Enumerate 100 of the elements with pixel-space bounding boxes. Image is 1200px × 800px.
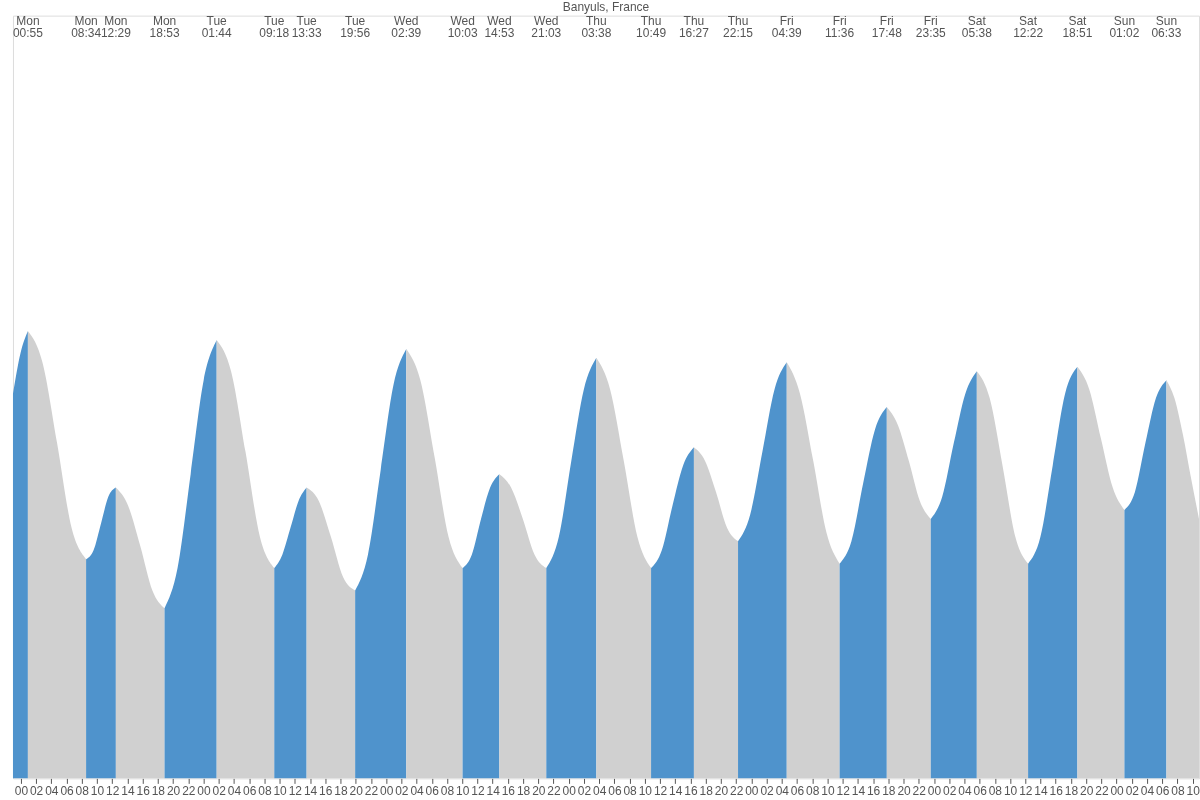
x-tick-label: 06 [243,783,257,798]
x-tick-label: 02 [395,783,409,798]
x-tick-label: 00 [14,783,29,798]
x-tick-label: 12 [653,783,668,798]
x-tick-label: 00 [562,783,577,798]
x-tick-label: 22 [182,783,196,798]
text: Wed 10:03 [447,13,478,40]
x-tick-label: 10 [821,783,835,798]
x-tick-label: 06 [1156,783,1170,798]
x-tick-label: 08 [440,783,455,798]
x-tick-label: 16 [319,783,333,798]
text: Tue 13:33 [291,13,322,40]
x-tick-label: 18 [882,783,896,798]
text: Sun 01:02 [1109,13,1140,40]
x-tick-label: 04 [45,783,59,798]
text: Fri 11:36 [825,13,855,40]
x-tick-label: 00 [1110,783,1125,798]
text: Wed 02:39 [391,13,422,40]
x-tick-label: 14 [1034,783,1048,798]
x-tick-label: 12 [288,783,303,798]
x-tick-label: 00 [745,783,759,798]
text: Sat 18:51 [1062,13,1093,40]
x-tick-label: 08 [75,783,90,798]
text: Fri 04:39 [771,13,803,40]
x-tick-label: 22 [547,783,562,798]
x-tick-label: 10 [273,783,288,798]
x-tick-label: 22 [912,783,927,798]
x-tick-label: 10 [1003,783,1018,798]
text: Thu 10:49 [636,13,667,40]
x-tick-label: 20 [532,783,546,798]
x-tick-label: 12 [106,783,120,798]
x-tick-label: 10 [456,783,470,798]
text: Tue 19:56 [340,13,371,40]
x-tick-label: 16 [136,783,151,798]
x-tick-label: 08 [623,783,638,798]
x-tick-label: 02 [760,783,775,798]
x-tick-label: 04 [775,783,790,798]
x-tick-label: 00 [379,783,394,798]
x-tick-label: 18 [1064,783,1079,798]
x-tick-label: 02 [943,783,957,798]
x-tick-label: 08 [988,783,1003,798]
text: Thu 16:27 [678,13,710,40]
text: Sat 05:38 [961,13,993,40]
x-tick-label: 18 [699,783,714,798]
text: Tue 01:44 [201,13,232,40]
chart-title: Banyuls, France [562,0,650,14]
x-tick-label: 20 [897,783,912,798]
x-tick-label: 16 [1049,783,1064,798]
x-tick-label: 00 [927,783,942,798]
x-tick-label: 16 [501,783,516,798]
text: Sat 12:22 [1013,13,1044,40]
x-tick-label: 06 [608,783,622,798]
x-tick-label: 10 [1186,783,1200,798]
x-tick-label: 12 [836,783,851,798]
x-tick-label: 20 [1079,783,1094,798]
text: Thu 03:38 [581,13,612,40]
text: Sun 06:33 [1151,13,1182,40]
text: Mon 08:34 [71,13,102,40]
text: Thu 22:15 [723,13,754,40]
text: Mon 18:53 [149,13,180,40]
x-tick-label: 04 [593,783,607,798]
text: Wed 21:03 [531,13,562,40]
x-tick-label: 02 [212,783,227,798]
text: Mon 12:29 [100,13,132,40]
x-tick-label: 14 [669,783,683,798]
x-tick-label: 22 [364,783,379,798]
x-tick-label: 00 [197,783,211,798]
x-tick-label: 06 [790,783,805,798]
x-tick-label: 02 [29,783,44,798]
x-tick-label: 14 [851,783,866,798]
x-tick-label: 10 [90,783,105,798]
text: Tue 09:18 [259,13,290,40]
x-tick-label: 02 [577,783,592,798]
x-tick-label: 14 [303,783,318,798]
x-tick-label: 06 [60,783,75,798]
x-tick-label: 16 [866,783,881,798]
x-tick-label: 08 [1171,783,1185,798]
x-tick-label: 18 [151,783,166,798]
x-tick-label: 06 [425,783,440,798]
x-tick-label: 14 [486,783,501,798]
text: Wed 14:53 [484,13,515,40]
x-tick-label: 18 [516,783,531,798]
x-tick-label: 18 [334,783,348,798]
x-tick-label: 12 [1019,783,1033,798]
x-tick-label: 10 [638,783,653,798]
x-tick-label: 12 [471,783,485,798]
x-tick-label: 14 [121,783,135,798]
x-tick-label: 20 [714,783,729,798]
text: Mon 00:55 [12,13,44,40]
x-tick-label: 08 [806,783,820,798]
x-tick-label: 22 [729,783,744,798]
x-tick-label: 02 [1125,783,1140,798]
x-tick-label: 22 [1095,783,1109,798]
x-tick-label: 20 [349,783,364,798]
x-tick-label: 20 [166,783,181,798]
x-tick-label: 06 [973,783,988,798]
text: Fri 17:48 [871,13,903,40]
text: Fri 23:35 [915,13,947,40]
x-tick-label: 04 [410,783,425,798]
x-tick-label: 04 [227,783,242,798]
